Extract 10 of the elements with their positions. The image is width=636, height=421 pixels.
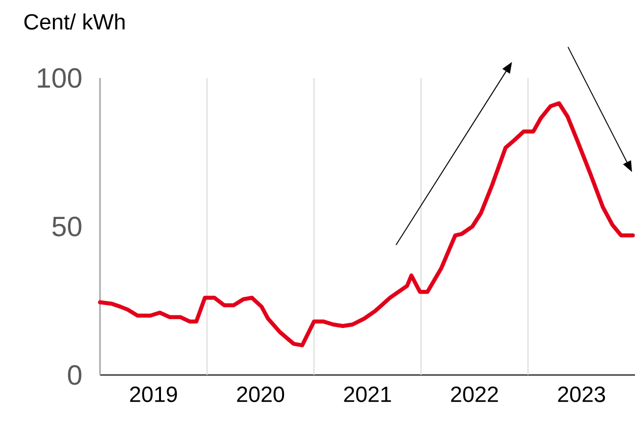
x-tick-label: 2019 (130, 386, 177, 402)
y-tick-label: 100 (38, 68, 82, 88)
x-tick-label: 2022 (451, 386, 498, 402)
y-tick-label: 0 (68, 365, 82, 385)
x-tick-label: 2023 (558, 386, 606, 402)
line-series (98, 101, 635, 348)
x-tick-label: 2021 (344, 386, 391, 402)
y-tick-label: 50 (52, 216, 82, 236)
y-axis-title: Cent/ kWh (24, 13, 125, 30)
x-tick-label: 2020 (237, 386, 284, 402)
